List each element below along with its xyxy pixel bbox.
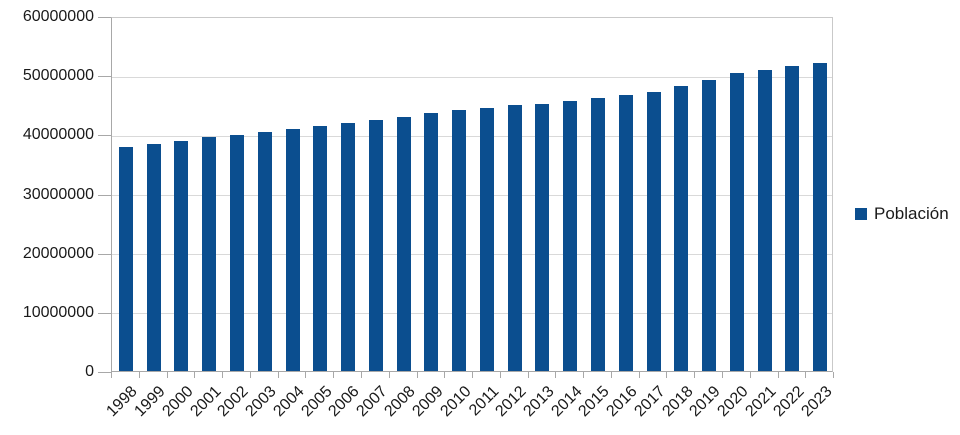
x-axis-label: 2009	[409, 383, 447, 421]
bar-2012	[507, 105, 522, 371]
y-axis-tick	[98, 253, 111, 255]
x-axis-label: 2013	[520, 383, 558, 421]
bar-2015	[591, 97, 605, 371]
x-axis-label: 2004	[270, 383, 308, 421]
y-axis-tick	[98, 372, 111, 373]
x-axis-tick	[305, 372, 307, 378]
x-axis-tick	[138, 372, 140, 378]
gridline	[112, 76, 832, 78]
x-axis-tick	[333, 372, 335, 378]
bar-2008	[396, 116, 411, 371]
x-axis-label: 2017	[631, 383, 669, 421]
x-axis-tick	[111, 372, 112, 378]
bar-2007	[368, 120, 383, 371]
bar-1999	[146, 144, 161, 371]
x-axis-tick	[638, 372, 640, 378]
y-axis-label: 60000000	[22, 8, 94, 25]
bar-2022	[785, 65, 800, 371]
x-axis-tick	[194, 372, 196, 378]
bar-2000	[174, 141, 189, 371]
gridline	[112, 135, 832, 137]
bar-2010	[452, 110, 467, 371]
x-axis-tick	[166, 372, 168, 378]
bar-1998	[118, 147, 133, 371]
x-axis-tick	[666, 372, 668, 378]
x-axis-tick	[583, 372, 585, 378]
x-axis-tick	[444, 372, 446, 378]
x-axis-tick	[749, 372, 751, 378]
x-axis-tick	[833, 372, 834, 378]
x-axis-label: 2000	[159, 383, 197, 421]
y-axis-tick	[98, 76, 111, 78]
x-axis-tick	[360, 372, 362, 378]
x-axis-tick	[694, 372, 696, 378]
bar-2002	[230, 134, 244, 371]
legend-swatch-poblacion	[855, 208, 867, 220]
x-axis-label: 2008	[381, 383, 419, 421]
bar-2009	[424, 113, 439, 371]
y-axis-tick	[98, 135, 111, 137]
x-axis-label: 2023	[797, 383, 836, 421]
x-axis-tick	[555, 372, 557, 378]
bar-2019	[702, 79, 716, 371]
y-axis-label: 10000000	[22, 303, 94, 321]
x-axis-tick	[249, 372, 251, 378]
bar-2017	[646, 91, 661, 371]
x-axis-label: 2010	[436, 383, 475, 421]
x-axis-label: 2022	[770, 383, 808, 421]
bar-2020	[729, 73, 744, 371]
bar-2013	[535, 103, 550, 371]
bar-2023	[813, 62, 828, 371]
x-axis-tick	[388, 372, 390, 378]
gridline	[112, 254, 832, 256]
bar-2004	[285, 129, 300, 371]
x-axis-label: 2011	[465, 383, 502, 420]
legend: Población	[855, 205, 949, 223]
legend-label: Población	[874, 204, 949, 223]
y-axis-label: 20000000	[22, 244, 94, 262]
bar-2006	[341, 123, 355, 371]
gridline	[112, 313, 832, 315]
bar-2001	[202, 137, 217, 371]
x-axis-tick	[527, 372, 529, 378]
x-axis-tick	[222, 372, 224, 378]
bar-2016	[618, 94, 633, 371]
x-axis-tick	[472, 372, 473, 378]
y-axis-label: 40000000	[22, 126, 94, 144]
x-axis-tick	[777, 372, 779, 378]
bar-2003	[257, 132, 272, 371]
plot-area	[111, 17, 833, 372]
x-axis-tick	[805, 372, 807, 378]
y-axis-label: 50000000	[22, 67, 94, 85]
bar-2014	[563, 100, 578, 371]
y-axis-tick	[98, 312, 111, 314]
bar-2005	[313, 125, 328, 371]
bar-2021	[757, 69, 772, 371]
bar-2018	[674, 86, 689, 371]
x-axis-tick	[610, 372, 612, 378]
y-axis-label: 30000000	[22, 185, 94, 203]
x-axis-tick	[277, 372, 279, 378]
x-axis-tick	[499, 372, 501, 378]
y-axis-tick	[98, 17, 111, 18]
x-axis-label: 2021	[742, 383, 780, 421]
x-axis-tick	[416, 372, 418, 378]
gridline	[112, 195, 832, 196]
bar-2011	[479, 107, 494, 371]
x-axis-tick	[721, 372, 723, 378]
y-axis-tick	[98, 194, 111, 196]
y-axis-label: 0	[85, 363, 94, 380]
